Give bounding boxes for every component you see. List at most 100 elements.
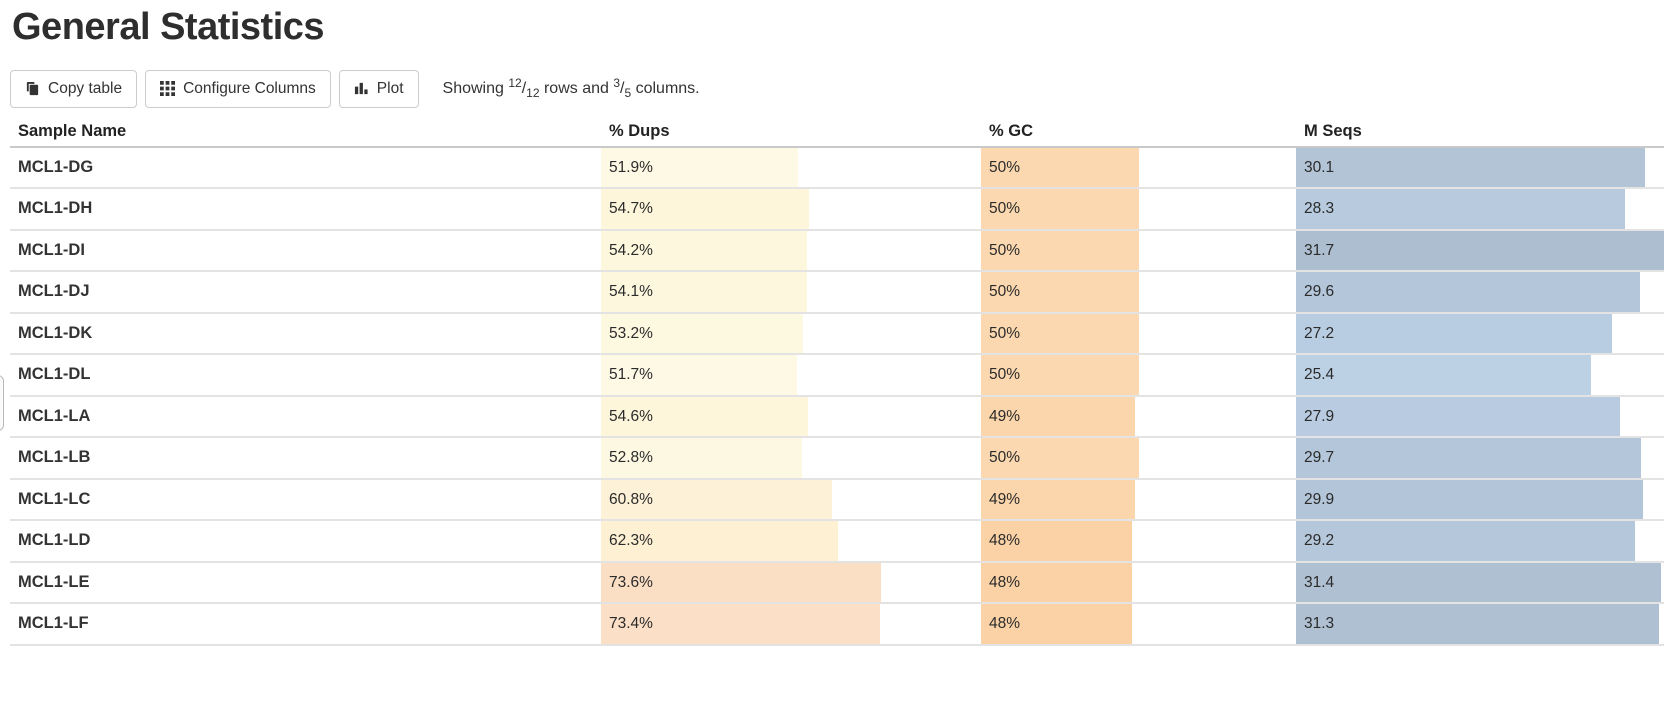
page-title: General Statistics [12, 6, 325, 48]
table-row: MCL1-LD 62.3% 48% 29.2 [10, 521, 1664, 563]
gc-bar [981, 396, 1136, 437]
cell-sample[interactable]: MCL1-LE [10, 563, 601, 603]
cell-sample[interactable]: MCL1-DI [10, 231, 601, 271]
copy-table-button[interactable]: Copy table [10, 69, 138, 108]
dups-value: 60.8% [609, 490, 653, 508]
seqs-value: 25.4 [1304, 366, 1335, 384]
dups-bar [601, 604, 880, 644]
seqs-bar [1296, 604, 1660, 644]
sample-name: MCL1-DJ [18, 282, 90, 301]
gc-value: 50% [989, 449, 1021, 467]
gc-value: 50% [989, 241, 1021, 259]
dups-bar [601, 272, 807, 312]
gc-bar [981, 562, 1133, 603]
cell-seqs: 31.4 [1296, 562, 1664, 603]
seqs-value: 29.9 [1304, 490, 1335, 508]
sample-name: MCL1-LF [18, 614, 89, 633]
cell-seqs: 29.2 [1296, 521, 1664, 561]
sample-name: MCL1-DH [18, 199, 93, 218]
cell-sample[interactable]: MCL1-LB [10, 438, 601, 478]
cell-seqs: 27.2 [1296, 313, 1664, 354]
gc-value: 50% [989, 158, 1021, 176]
seqs-value: 31.3 [1304, 615, 1335, 633]
configure-columns-button[interactable]: Configure Columns [145, 69, 331, 108]
dups-bar [601, 355, 798, 395]
table-row: MCL1-DH 54.7% 50% 28.3 [10, 189, 1664, 231]
column-header-m-seqs[interactable]: M Seqs [1304, 121, 1362, 140]
table-row: MCL1-LB 52.8% 50% 29.7 [10, 438, 1664, 480]
sample-name: MCL1-LC [18, 489, 91, 508]
configure-columns-label: Configure Columns [183, 79, 316, 97]
cell-dups: 52.8% [601, 438, 981, 478]
cell-seqs: 29.9 [1296, 479, 1664, 520]
cell-gc: 50% [981, 189, 1296, 229]
cell-seqs: 31.3 [1296, 604, 1664, 644]
cols-total: 5 [624, 85, 632, 100]
cell-sample[interactable]: MCL1-DJ [10, 272, 601, 312]
sample-name: MCL1-LD [18, 531, 91, 550]
seqs-bar [1296, 396, 1620, 437]
table-row: MCL1-DI 54.2% 50% 31.7 [10, 230, 1664, 273]
seqs-bar [1296, 189, 1625, 229]
plot-button[interactable]: Plot [338, 69, 419, 108]
column-header-percent-gc[interactable]: % GC [989, 121, 1034, 140]
copy-table-label: Copy table [48, 79, 123, 97]
cell-seqs: 31.7 [1296, 230, 1664, 271]
seqs-value: 29.6 [1304, 283, 1335, 301]
seqs-value: 27.9 [1304, 407, 1335, 425]
gc-value: 50% [989, 283, 1021, 301]
cell-gc: 49% [981, 479, 1296, 520]
cell-dups: 54.2% [601, 230, 981, 271]
gc-bar [981, 272, 1139, 312]
cell-sample[interactable]: MCL1-LA [10, 397, 601, 437]
gc-bar [981, 438, 1139, 478]
cell-gc: 50% [981, 230, 1296, 271]
gc-value: 50% [989, 366, 1021, 384]
seqs-bar [1296, 479, 1644, 520]
cell-sample[interactable]: MCL1-LC [10, 480, 601, 520]
column-header-percent-dups[interactable]: % Dups [609, 121, 670, 140]
cell-sample[interactable]: MCL1-DL [10, 355, 601, 395]
seqs-bar [1296, 147, 1646, 188]
copy-icon [25, 81, 40, 96]
cell-sample[interactable]: MCL1-DK [10, 314, 601, 354]
sample-name: MCL1-LA [18, 406, 91, 425]
seqs-bar [1296, 230, 1664, 271]
rows-shown: 12 [508, 75, 522, 90]
cell-dups: 54.6% [601, 396, 981, 437]
cell-sample[interactable]: MCL1-LD [10, 521, 601, 561]
cell-dups: 60.8% [601, 479, 981, 520]
seqs-value: 30.1 [1304, 158, 1335, 176]
dups-bar [601, 479, 833, 520]
general-stats-table: Sample Name % Dups % GC M Seqs MCL1-DG 5… [10, 116, 1664, 646]
table-row: MCL1-DG 51.9% 50% 30.1 [10, 147, 1664, 190]
column-header-sample-name[interactable]: Sample Name [18, 121, 127, 140]
general-statistics-section: General Statistics Copy table Configure … [0, 6, 1664, 646]
dups-bar [601, 313, 804, 354]
cell-sample[interactable]: MCL1-DH [10, 189, 601, 229]
dups-value: 54.6% [609, 407, 653, 425]
cell-sample[interactable]: MCL1-LF [10, 604, 601, 644]
dups-bar [601, 147, 799, 188]
cell-dups: 54.1% [601, 272, 981, 312]
cell-sample[interactable]: MCL1-DG [10, 148, 601, 188]
dups-bar [601, 396, 809, 437]
cell-gc: 49% [981, 396, 1296, 437]
table-row: MCL1-LF 73.4% 48% 31.3 [10, 604, 1664, 646]
cell-dups: 53.2% [601, 313, 981, 354]
dups-value: 73.6% [609, 573, 653, 591]
table-body: MCL1-DG 51.9% 50% 30.1 MCL1-DH 54.7% 50% [10, 147, 1664, 646]
cell-gc: 50% [981, 272, 1296, 312]
sample-name: MCL1-DL [18, 365, 91, 384]
cols-shown: 3 [613, 75, 621, 90]
cell-seqs: 28.3 [1296, 189, 1664, 229]
dups-value: 52.8% [609, 449, 653, 467]
cell-seqs: 29.6 [1296, 272, 1664, 312]
gc-value: 48% [989, 532, 1021, 550]
gc-bar [981, 604, 1133, 644]
gc-bar [981, 147, 1139, 188]
gc-value: 50% [989, 324, 1021, 342]
toolbox-drawer-handle[interactable] [0, 375, 4, 431]
dups-bar [601, 230, 807, 271]
dups-value: 51.9% [609, 158, 653, 176]
